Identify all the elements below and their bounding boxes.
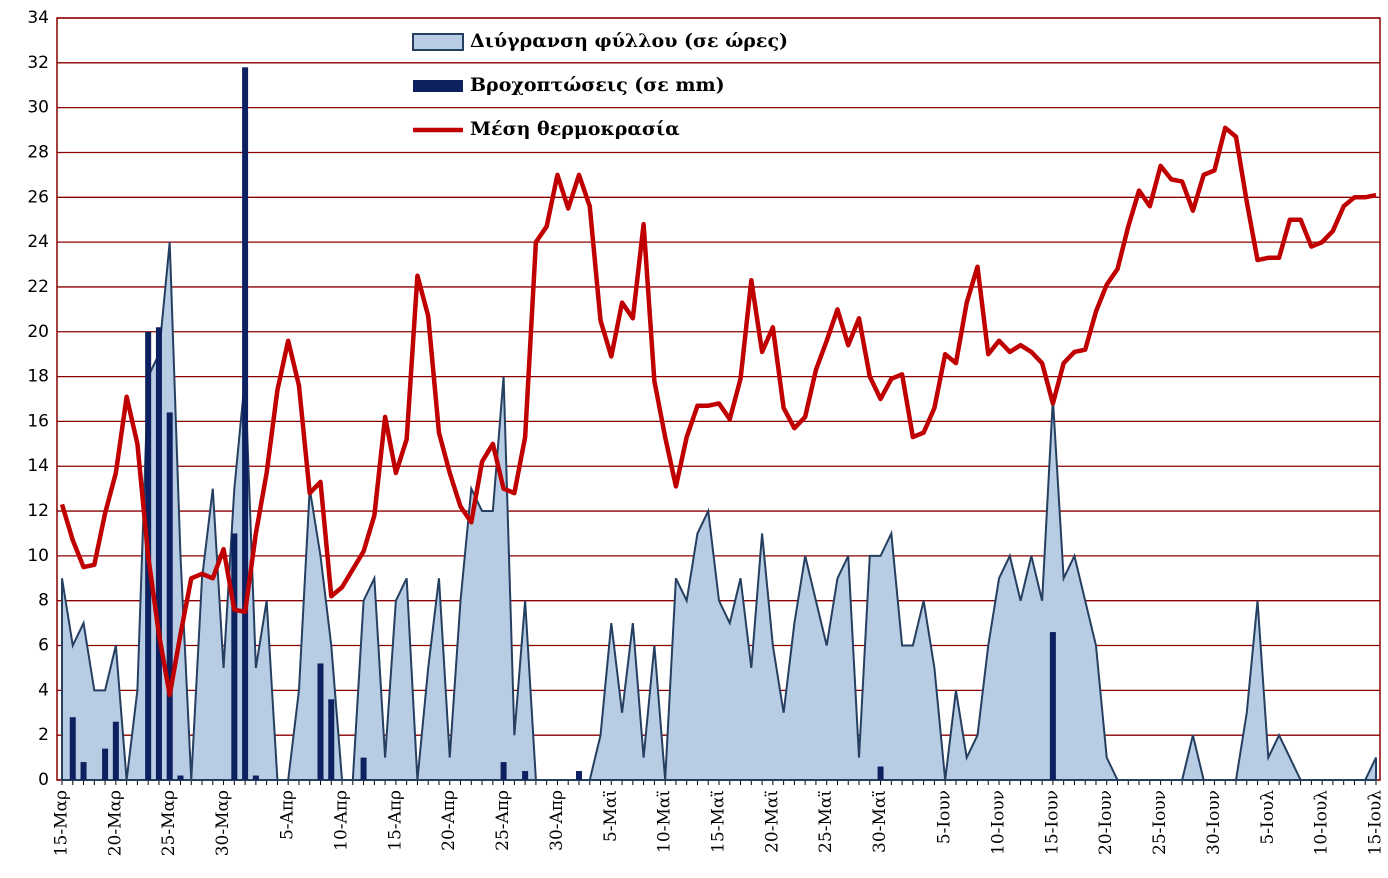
x-tick-label: 30-Μαϊ	[870, 790, 890, 853]
bar	[112, 721, 119, 780]
x-tick-label: 25-Απρ	[493, 790, 513, 851]
bar	[1049, 632, 1056, 780]
legend-label: Βροχοπτώσεις (σε mm)	[470, 74, 725, 96]
x-tick-label: 20-Μαρ	[105, 790, 125, 856]
bar	[177, 775, 184, 780]
legend-swatch	[413, 80, 463, 92]
x-tick-label: 5-Ιουν	[935, 790, 955, 844]
x-tick-label: 30-Μαρ	[213, 790, 233, 856]
y-tick-label: 12	[27, 501, 49, 521]
x-tick-label: 20-Ιουν	[1096, 790, 1116, 855]
legend-swatch	[412, 33, 464, 51]
bar	[166, 412, 173, 780]
x-tick-label: 5-Απρ	[278, 790, 298, 840]
x-tick-label: 10-Ιουλ	[1312, 790, 1332, 856]
bar	[500, 762, 507, 780]
y-tick-label: 26	[27, 187, 49, 207]
y-tick-label: 6	[38, 636, 49, 656]
x-tick-label: 15-Ιουλ	[1366, 790, 1386, 856]
bar	[242, 67, 249, 780]
x-tick-label: 25-Ιουν	[1150, 790, 1170, 855]
y-tick-label: 24	[27, 232, 49, 252]
x-tick-label: 25-Μαϊ	[816, 790, 836, 853]
y-tick-label: 8	[38, 591, 49, 611]
legend-bg	[405, 66, 875, 106]
y-tick-label: 10	[27, 546, 49, 566]
y-tick-label: 28	[27, 142, 49, 162]
bar	[317, 663, 324, 780]
y-tick-label: 20	[27, 322, 49, 342]
bar	[522, 771, 529, 780]
area	[61, 242, 1377, 781]
y-tick-label: 2	[38, 725, 49, 745]
legend-label: Μέση θερμοκρασία	[470, 118, 680, 140]
bar	[231, 533, 238, 780]
bar	[328, 699, 335, 780]
x-tick-label: 15-Μαρ	[52, 790, 72, 856]
y-tick-label: 32	[27, 53, 49, 73]
line	[59, 125, 1377, 698]
legend-label: Διύγρανση φύλλου (σε ώρες)	[470, 30, 788, 52]
x-tick-label: 30-Απρ	[547, 790, 567, 851]
bar	[252, 775, 259, 780]
x-tick-label: 5-Μαϊ	[601, 790, 621, 842]
y-tick-label: 16	[27, 411, 49, 431]
y-tick-label: 22	[27, 277, 49, 297]
x-tick-label: 10-Απρ	[332, 790, 352, 851]
x-tick-label: 15-Ιουν	[1042, 790, 1062, 855]
bar	[360, 757, 367, 780]
y-tick-label: 34	[27, 8, 49, 28]
y-tick-label: 4	[38, 680, 49, 700]
x-tick-label: 20-Απρ	[439, 790, 459, 851]
bar	[877, 766, 884, 780]
legend-bg	[405, 110, 875, 150]
x-tick-label: 10-Ιουν	[989, 790, 1009, 855]
bar	[102, 748, 109, 780]
x-tick-label: 15-Απρ	[385, 790, 405, 851]
bar	[69, 717, 76, 780]
x-tick-label: 25-Μαρ	[159, 790, 179, 856]
bar	[80, 762, 87, 780]
bar	[575, 771, 582, 780]
x-tick-label: 30-Ιουν	[1204, 790, 1224, 855]
y-tick-label: 0	[38, 770, 49, 790]
legend-bg	[405, 22, 875, 62]
y-tick-label: 14	[27, 456, 49, 476]
x-tick-label: 5-Ιουλ	[1258, 790, 1278, 845]
y-tick-label: 30	[27, 98, 49, 118]
y-tick-label: 18	[27, 367, 49, 387]
x-tick-label: 15-Μαϊ	[709, 790, 729, 853]
bar	[155, 327, 162, 780]
x-tick-label: 10-Μαϊ	[655, 790, 675, 853]
x-tick-label: 20-Μαϊ	[762, 790, 782, 853]
